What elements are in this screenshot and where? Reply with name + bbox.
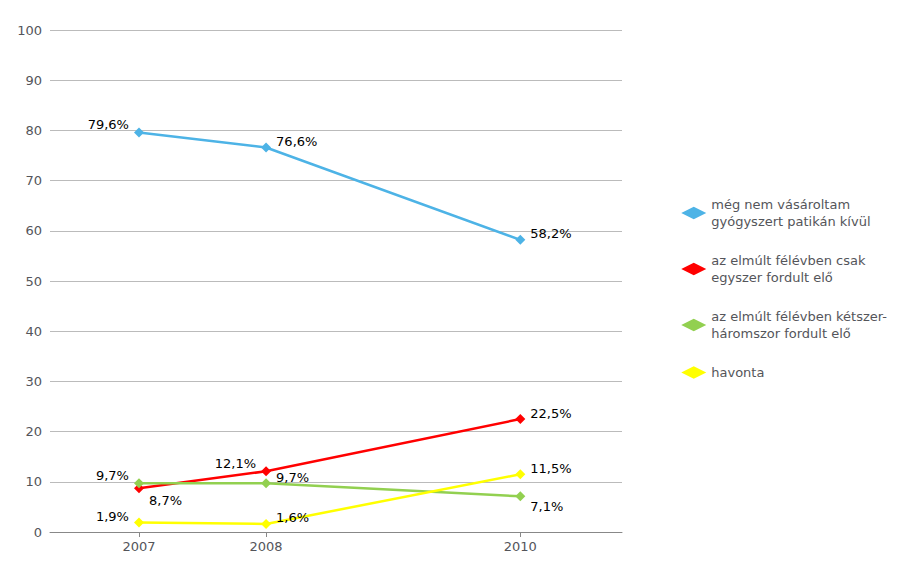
svg-text:90: 90 [25,73,42,88]
svg-text:60: 60 [25,223,42,238]
svg-text:az elmúlt félévben csak: az elmúlt félévben csak [711,253,866,268]
svg-text:10: 10 [25,474,42,489]
svg-text:40: 40 [25,324,42,339]
svg-text:még nem vásároltam: még nem vásároltam [711,197,850,212]
svg-text:havonta: havonta [711,365,764,380]
svg-text:egyszer fordult elő: egyszer fordult elő [711,270,833,285]
svg-text:30: 30 [25,374,42,389]
svg-text:70: 70 [25,173,42,188]
svg-text:58,2%: 58,2% [530,226,571,241]
svg-text:9,7%: 9,7% [96,468,129,483]
svg-text:7,1%: 7,1% [530,499,563,514]
svg-text:0: 0 [34,525,42,540]
svg-text:1,9%: 1,9% [96,509,129,524]
svg-text:az elmúlt félévben kétszer-: az elmúlt félévben kétszer- [711,309,887,324]
svg-text:20: 20 [25,424,42,439]
svg-text:háromszor fordult elő: háromszor fordult elő [711,326,850,341]
svg-text:gyógyszert patikán kívül: gyógyszert patikán kívül [711,214,870,229]
svg-text:2008: 2008 [250,539,283,554]
svg-text:1,6%: 1,6% [276,510,309,525]
svg-text:8,7%: 8,7% [149,493,182,508]
svg-text:50: 50 [25,274,42,289]
svg-text:11,5%: 11,5% [530,461,571,476]
svg-text:80: 80 [25,123,42,138]
svg-text:100: 100 [17,23,42,38]
svg-text:12,1%: 12,1% [215,456,256,471]
svg-text:9,7%: 9,7% [276,470,309,485]
svg-text:76,6%: 76,6% [276,134,317,149]
svg-text:22,5%: 22,5% [530,406,571,421]
svg-text:79,6%: 79,6% [88,117,129,132]
svg-text:2007: 2007 [122,539,155,554]
svg-text:2010: 2010 [504,539,537,554]
